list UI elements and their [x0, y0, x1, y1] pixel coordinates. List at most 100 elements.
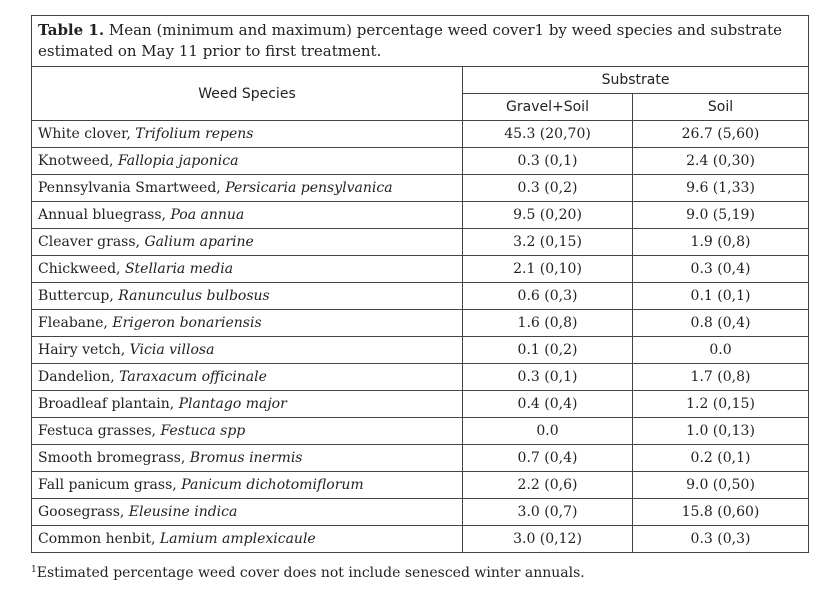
common-name: Pennsylvania Smartweed, [38, 180, 221, 196]
species-header: Weed Species [31, 66, 463, 121]
scientific-name: Fallopia japonica [117, 153, 239, 169]
caption-text: Mean (minimum and maximum) percentage we… [38, 21, 783, 60]
table-row: Goosegrass, Eleusine indica 3.0 (0,7) 15.8… [31, 498, 810, 526]
value-cell: 0.3 (0,1) [462, 147, 633, 175]
column-header: Soil [631, 93, 810, 121]
table-row: White clover, Trifolium repens 45.3 (20,7… [31, 120, 810, 148]
scientific-name: Stellaria media [124, 261, 234, 277]
value-cell: 0.8 (0,4) [631, 309, 810, 337]
scientific-name: Vicia villosa [129, 342, 215, 358]
table-row: Pennsylvania Smartweed, Persicaria pensy… [31, 174, 810, 202]
table-row: Fleabane, Erigeron bonariensis 1.6 (0,8) 0… [31, 309, 810, 337]
scientific-name: Eleusine indica [128, 504, 238, 520]
common-name: Festuca grasses, [38, 423, 156, 439]
scientific-name: Ranunculus bulbosus [118, 288, 270, 304]
value-cell: 3.0 (0,12) [462, 525, 633, 553]
species-cell: Annual bluegrass, Poa annua [31, 201, 463, 229]
species-cell: Fall panicum grass, Panicum dichotomiflo… [31, 471, 463, 499]
species-cell: Common henbit, Lamium amplexicaule [31, 525, 463, 553]
value-cell: 0.3 (0,2) [462, 174, 633, 202]
table-row: Chickweed, Stellaria media 2.1 (0,10) 0.3 … [31, 255, 810, 283]
value-cell: 9.5 (0,20) [462, 201, 633, 229]
common-name: Buttercup, [38, 288, 114, 304]
value-cell: 0.0 [462, 417, 633, 445]
value-cell: 0.3 (0,3) [631, 525, 810, 553]
scientific-name: Bromus inermis [189, 450, 303, 466]
footnote-text: Estimated percentage weed cover does not… [36, 565, 585, 581]
species-cell: Knotweed, Fallopia japonica [31, 147, 463, 175]
table-row: Smooth bromegrass, Bromus inermis 0.7 (0,… [31, 444, 810, 472]
common-name: Annual bluegrass, [38, 207, 166, 223]
common-name: White clover, [38, 126, 131, 142]
common-name: Knotweed, [38, 153, 114, 169]
common-name: Broadleaf plantain, [38, 396, 175, 412]
value-cell: 0.3 (0,1) [462, 363, 633, 391]
table-row: Annual bluegrass, Poa annua 9.5 (0,20) 9.0… [31, 201, 810, 229]
species-cell: Chickweed, Stellaria media [31, 255, 463, 283]
common-name: Cleaver grass, [38, 234, 140, 250]
value-cell: 1.2 (0,15) [631, 390, 810, 418]
value-cell: 0.2 (0,1) [631, 444, 810, 472]
species-cell: White clover, Trifolium repens [31, 120, 463, 148]
value-cell: 0.1 (0,2) [462, 336, 633, 364]
value-cell: 9.6 (1,33) [631, 174, 810, 202]
common-name: Goosegrass, [38, 504, 125, 520]
species-cell: Hairy vetch, Vicia villosa [31, 336, 463, 364]
value-cell: 1.7 (0,8) [631, 363, 810, 391]
value-cell: 2.1 (0,10) [462, 255, 633, 283]
species-cell: Dandelion, Taraxacum officinale [31, 363, 463, 391]
value-cell: 0.7 (0,4) [462, 444, 633, 472]
footnote-marker: 1 [31, 565, 37, 575]
scientific-name: Erigeron bonariensis [112, 315, 262, 331]
table-row: Common henbit, Lamium amplexicaule 3.0 (0… [31, 525, 810, 553]
scientific-name: Taraxacum officinale [119, 369, 267, 385]
value-cell: 0.1 (0,1) [631, 282, 810, 310]
footnote: 1Estimated percentage weed cover does no… [31, 565, 585, 581]
common-name: Hairy vetch, [38, 342, 126, 358]
value-cell: 1.0 (0,13) [631, 417, 810, 445]
value-cell: 9.0 (5,19) [631, 201, 810, 229]
value-cell: 26.7 (5,60) [631, 120, 810, 148]
table-row: Festuca grasses, Festuca spp 0.0 1.0 (0,13… [31, 417, 810, 445]
scientific-name: Trifolium repens [135, 126, 254, 142]
value-cell: 0.6 (0,3) [462, 282, 633, 310]
common-name: Smooth bromegrass, [38, 450, 186, 466]
value-cell: 3.0 (0,7) [462, 498, 633, 526]
table-row: Knotweed, Fallopia japonica 0.3 (0,1) 2.4 … [31, 147, 810, 175]
value-cell: 2.4 (0,30) [631, 147, 810, 175]
scientific-name: Plantago major [178, 396, 287, 412]
species-cell: Goosegrass, Eleusine indica [31, 498, 463, 526]
species-cell: Festuca grasses, Festuca spp [31, 417, 463, 445]
column-header: Gravel+Soil [462, 93, 633, 121]
species-cell: Buttercup, Ranunculus bulbosus [31, 282, 463, 310]
value-cell: 15.8 (0,60) [631, 498, 810, 526]
species-cell: Fleabane, Erigeron bonariensis [31, 309, 463, 337]
value-cell: 0.0 [631, 336, 810, 364]
scientific-name: Poa annua [170, 207, 245, 223]
value-cell: 0.3 (0,4) [631, 255, 810, 283]
scientific-name: Persicaria pensylvanica [225, 180, 393, 196]
table-body: White clover, Trifolium repens 45.3 (20,7… [31, 120, 810, 553]
common-name: Common henbit, [38, 531, 156, 547]
species-cell: Cleaver grass, Galium aparine [31, 228, 463, 256]
caption-label: Table 1. [38, 21, 105, 39]
data-table: Table 1. Mean (minimum and maximum) perc… [30, 15, 810, 553]
table-row: Buttercup, Ranunculus bulbosus 0.6 (0,3) 0… [31, 282, 810, 310]
species-cell: Pennsylvania Smartweed, Persicaria pensy… [31, 174, 463, 202]
value-cell: 45.3 (20,70) [462, 120, 633, 148]
common-name: Dandelion, [38, 369, 115, 385]
table-row: Dandelion, Taraxacum officinale 0.3 (0,1)… [31, 363, 810, 391]
table-row: Cleaver grass, Galium aparine 3.2 (0,15) 1… [31, 228, 810, 256]
table-row: Broadleaf plantain, Plantago major 0.4 (0… [31, 390, 810, 418]
value-cell: 9.0 (0,50) [631, 471, 810, 499]
value-cell: 1.9 (0,8) [631, 228, 810, 256]
scientific-name: Lamium amplexicaule [159, 531, 316, 547]
table-container: Table 1. Mean (minimum and maximum) perc… [30, 15, 810, 553]
table-row: Hairy vetch, Vicia villosa 0.1 (0,2) 0.0 [31, 336, 810, 364]
value-cell: 1.6 (0,8) [462, 309, 633, 337]
common-name: Fleabane, [38, 315, 108, 331]
common-name: Chickweed, [38, 261, 121, 277]
value-cell: 3.2 (0,15) [462, 228, 633, 256]
group-header: Substrate [461, 66, 810, 94]
species-cell: Broadleaf plantain, Plantago major [31, 390, 463, 418]
